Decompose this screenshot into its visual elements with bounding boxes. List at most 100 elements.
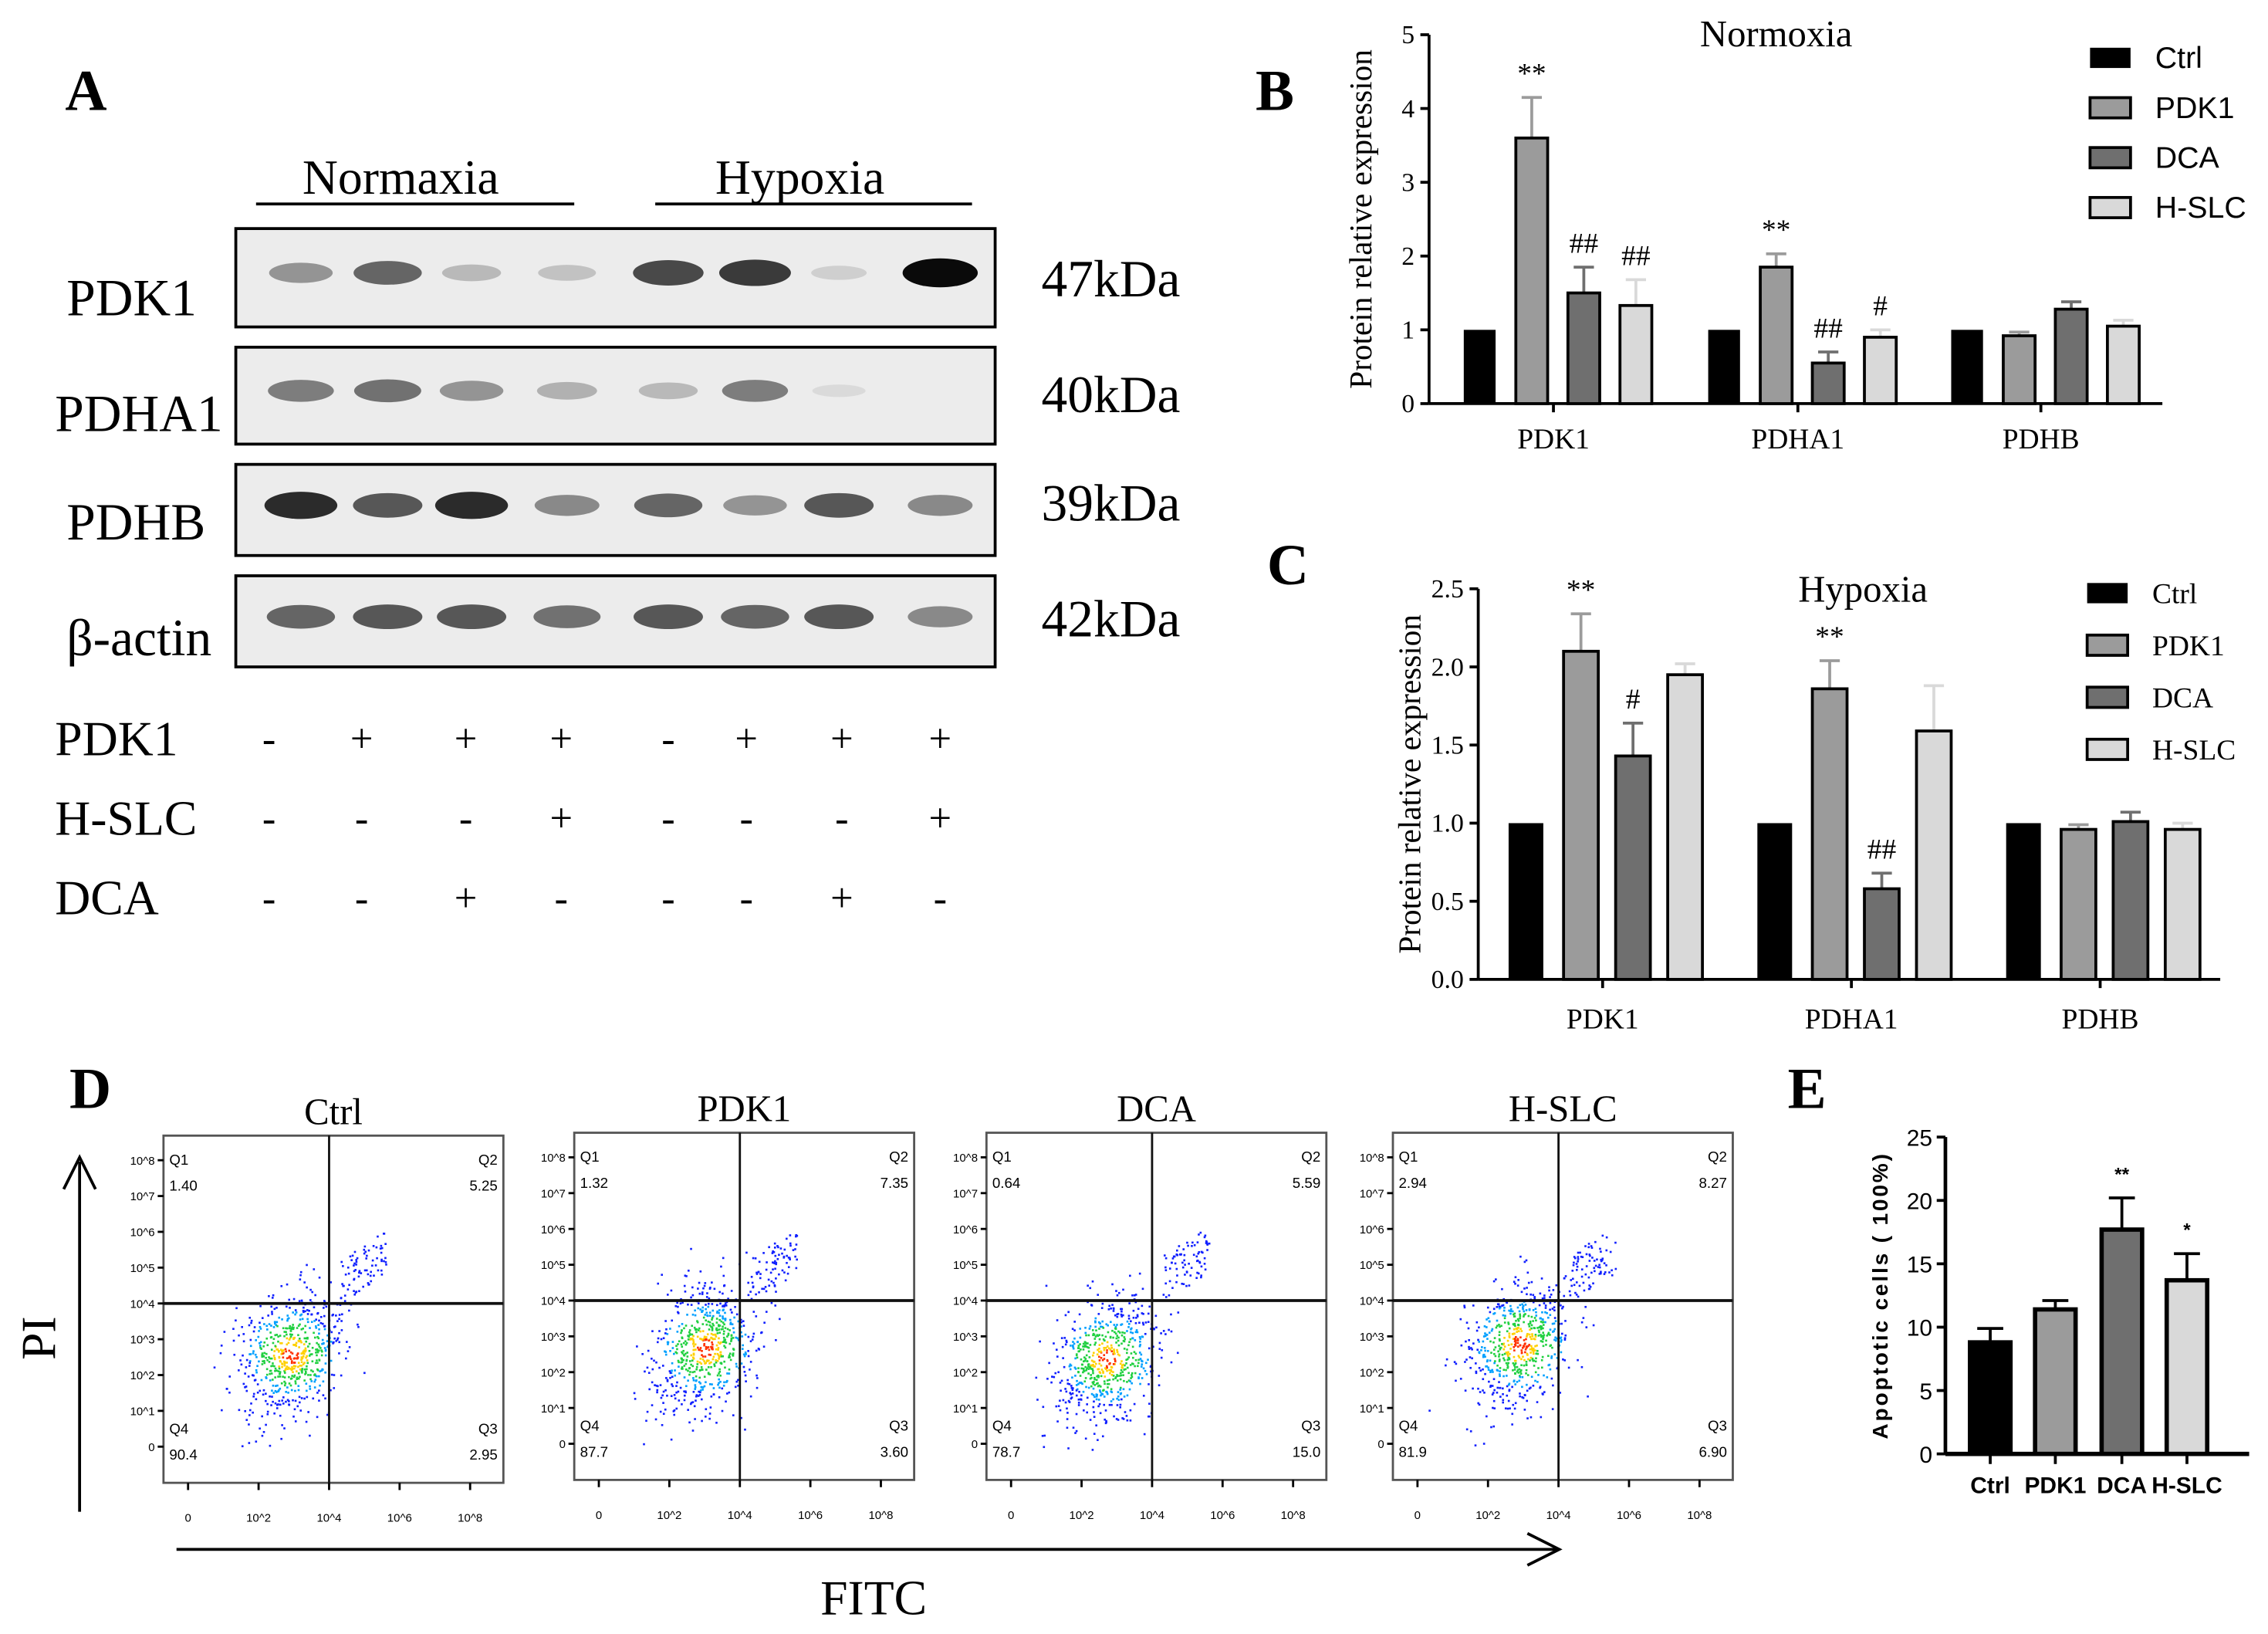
event-dot [1493, 1312, 1496, 1314]
event-dot [1093, 1338, 1097, 1340]
event-dot [321, 1322, 324, 1325]
event-dot [1117, 1312, 1120, 1315]
event-dot [1526, 1417, 1529, 1419]
event-dot [363, 1245, 367, 1248]
event-dot [1117, 1353, 1120, 1356]
event-dot [758, 1348, 761, 1351]
event-dot [680, 1357, 683, 1360]
event-dot [671, 1319, 674, 1322]
event-dot [238, 1409, 241, 1412]
event-dot [275, 1407, 279, 1409]
event-dot [296, 1376, 299, 1379]
event-dot [702, 1316, 705, 1319]
event-dot [692, 1353, 695, 1356]
event-dot [280, 1382, 283, 1385]
protein-band [812, 384, 866, 398]
event-dot [1114, 1314, 1117, 1317]
event-dot [687, 1335, 689, 1337]
event-dot [1503, 1321, 1506, 1324]
event-dot [261, 1434, 264, 1437]
event-dot [1119, 1406, 1121, 1409]
event-dot [1526, 1399, 1529, 1402]
y-tick-label: 0 [1377, 1438, 1384, 1451]
event-dot [706, 1314, 708, 1317]
event-dot [708, 1314, 711, 1317]
event-dot [1489, 1359, 1492, 1362]
event-dot [1534, 1308, 1537, 1310]
event-dot [1106, 1349, 1108, 1352]
event-dot [313, 1386, 316, 1389]
event-dot [1526, 1389, 1529, 1392]
event-dot [765, 1290, 768, 1293]
event-dot [383, 1260, 385, 1263]
event-dot [1503, 1345, 1506, 1348]
event-dot [316, 1416, 319, 1419]
event-dot [1116, 1351, 1119, 1353]
event-dot [1592, 1324, 1595, 1327]
event-dot [1524, 1351, 1526, 1354]
event-dot [1093, 1400, 1095, 1403]
event-dot [1183, 1259, 1185, 1262]
legend-label-pdk1: PDK1 [2155, 91, 2235, 125]
event-dot [1115, 1341, 1117, 1344]
event-dot [263, 1362, 266, 1365]
event-dot [1126, 1358, 1129, 1361]
event-dot [651, 1368, 654, 1371]
event-dot [306, 1313, 309, 1315]
event-dot [1124, 1411, 1127, 1413]
event-dot [1469, 1430, 1472, 1433]
event-dot [299, 1409, 303, 1412]
event-dot [1185, 1270, 1188, 1273]
y-tick-label: 10^7 [1360, 1187, 1384, 1200]
event-dot [765, 1311, 768, 1313]
event-dot [1066, 1412, 1069, 1414]
event-dot [1100, 1364, 1103, 1367]
event-dot [764, 1286, 767, 1288]
event-dot [285, 1391, 287, 1393]
event-dot [304, 1310, 306, 1313]
event-dot [1158, 1348, 1161, 1350]
treatment-label: DCA [55, 871, 159, 925]
quadrant-percent-q4: 78.7 [992, 1443, 1020, 1460]
event-dot [1128, 1302, 1131, 1304]
event-dot [722, 1321, 725, 1324]
event-dot [1487, 1368, 1490, 1371]
event-dot [341, 1313, 343, 1316]
event-dot [1097, 1294, 1100, 1296]
event-dot [283, 1331, 286, 1333]
event-dot [1138, 1373, 1141, 1375]
event-dot [724, 1311, 726, 1314]
event-dot [1541, 1341, 1544, 1343]
event-dot [303, 1349, 306, 1352]
event-dot [353, 1290, 355, 1292]
quadrant-name: Q3 [889, 1418, 908, 1434]
event-dot [1520, 1291, 1523, 1294]
event-dot [1499, 1346, 1502, 1349]
event-dot [1104, 1382, 1106, 1385]
event-dot [1511, 1310, 1514, 1313]
event-dot [278, 1389, 280, 1392]
event-dot [306, 1345, 309, 1348]
event-dot [772, 1261, 774, 1264]
bar-h-slc-pdk1 [1666, 673, 1704, 981]
event-dot [384, 1257, 387, 1260]
event-dot [1499, 1347, 1502, 1350]
protein-band [811, 266, 867, 280]
event-dot [768, 1284, 771, 1287]
event-dot [260, 1379, 263, 1382]
event-dot [698, 1292, 701, 1295]
quadrant-percent-q2: 7.35 [880, 1175, 908, 1191]
event-dot [275, 1391, 278, 1393]
event-dot [1531, 1333, 1533, 1335]
event-dot [316, 1311, 319, 1314]
event-dot [1116, 1379, 1119, 1382]
event-dot [706, 1333, 709, 1335]
event-dot [732, 1348, 735, 1350]
event-dot [269, 1331, 272, 1334]
event-dot [319, 1370, 321, 1372]
event-dot [336, 1320, 339, 1322]
event-dot [1057, 1405, 1060, 1408]
event-dot [1542, 1335, 1545, 1338]
event-dot [699, 1338, 701, 1340]
event-dot [333, 1374, 336, 1376]
